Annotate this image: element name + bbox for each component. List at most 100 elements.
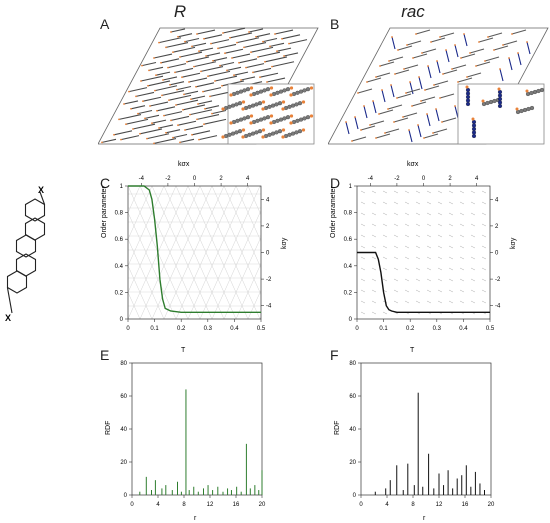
molecule-rod	[174, 67, 194, 73]
x-tick-label: 16	[233, 502, 240, 508]
pattern-mark	[437, 190, 443, 194]
pattern-mark	[426, 256, 432, 260]
molecule-rod	[271, 61, 295, 68]
y-tick-label: 0	[349, 317, 353, 323]
pattern-mark	[426, 267, 432, 271]
pattern-line	[272, 186, 298, 319]
bond-x-top	[39, 191, 46, 205]
molecule-rod	[508, 57, 513, 71]
y-tick-label: 0	[120, 317, 124, 323]
rod-end	[240, 79, 242, 81]
rod-end	[394, 73, 396, 75]
pattern-mark	[448, 201, 454, 205]
plot-frame	[356, 185, 491, 320]
pattern-mark	[393, 201, 399, 205]
rod-end	[369, 124, 371, 126]
pattern-mark	[481, 201, 487, 205]
atom	[471, 123, 477, 128]
molecule-rod	[240, 76, 256, 81]
pattern-mark	[371, 300, 377, 304]
pattern-mark	[382, 223, 388, 227]
x-tick-label: 20	[488, 502, 495, 508]
molecule-rod	[397, 45, 413, 51]
molecule-rod	[384, 128, 400, 134]
panel-a-snapshot	[98, 27, 319, 145]
rod-end	[417, 124, 419, 126]
atom-x	[261, 128, 266, 132]
pattern-mark	[371, 201, 377, 205]
pattern-mark	[470, 212, 476, 216]
substituent-x-top: X	[38, 185, 44, 195]
atom	[305, 87, 311, 92]
rod-end	[193, 65, 195, 68]
pattern-mark	[459, 212, 465, 216]
pattern-mark	[481, 300, 487, 304]
pattern-mark	[459, 289, 465, 293]
atom	[247, 132, 252, 137]
molecule-rod	[231, 53, 251, 59]
pattern-mark	[415, 234, 421, 238]
molecule-rod	[221, 80, 245, 87]
right-tick-label: 4	[266, 197, 270, 203]
atom	[492, 98, 497, 104]
atom	[271, 119, 277, 125]
rod-end	[217, 47, 219, 50]
atom	[275, 118, 280, 123]
molecule-rod	[186, 56, 210, 63]
pattern-mark	[470, 223, 476, 227]
pattern-mark	[459, 245, 465, 249]
pattern-mark	[481, 256, 487, 260]
x-tick-label: 0	[130, 502, 134, 508]
rod-end	[511, 33, 513, 35]
atom-x	[309, 114, 314, 118]
rod-end	[403, 68, 405, 70]
rod-end	[493, 49, 495, 51]
atom-x	[281, 107, 285, 111]
top-tick-label: -2	[394, 176, 400, 182]
pattern-mark	[448, 267, 454, 271]
rod-end	[351, 140, 353, 142]
atom	[294, 102, 299, 107]
rod-end	[281, 37, 283, 40]
atom	[262, 88, 267, 93]
pattern-line	[128, 212, 177, 319]
pattern-mark	[404, 190, 410, 194]
rod-end	[130, 107, 132, 110]
y-tick-label: 0.8	[344, 211, 353, 217]
pattern-mark	[437, 278, 443, 282]
atom	[237, 129, 243, 134]
pattern-mark	[470, 289, 476, 293]
atom	[298, 117, 304, 122]
molecule-rod	[454, 44, 459, 58]
rod-end	[375, 76, 377, 78]
atom	[250, 103, 256, 108]
rod-end	[487, 36, 489, 38]
atom	[529, 105, 535, 111]
atom	[285, 115, 291, 120]
molecule-rod	[288, 39, 308, 45]
molecule-rod	[357, 88, 373, 94]
x-tick-label: 0.2	[177, 326, 186, 332]
pattern-mark	[415, 212, 421, 216]
atom-x	[465, 85, 469, 89]
atom-x	[241, 128, 246, 132]
y-tick-label: 0	[124, 493, 128, 499]
molecule-rod	[427, 65, 432, 79]
molecule-rod	[276, 47, 292, 52]
rod-end	[420, 100, 422, 102]
atom-x	[269, 86, 274, 90]
pattern-mark	[459, 278, 465, 282]
atom	[277, 129, 283, 134]
pattern-mark	[459, 267, 465, 271]
atom	[243, 105, 249, 111]
molecule-rod	[198, 47, 214, 52]
right-tick-label: -4	[266, 304, 272, 310]
atom-x	[249, 93, 253, 97]
atom	[291, 91, 297, 97]
y-tick-label: 1	[120, 184, 124, 190]
panel-b-snapshot	[328, 27, 549, 145]
pattern-mark	[448, 278, 454, 282]
rod-end	[252, 71, 254, 74]
pattern-mark	[415, 267, 421, 271]
atom-x	[229, 121, 233, 125]
